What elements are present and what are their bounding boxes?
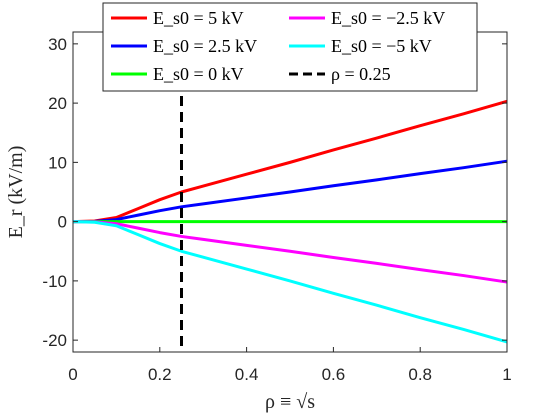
legend-label-3: E_s0 = −5 kV — [331, 36, 432, 56]
y-axis-label: E_r (kV/m) — [5, 146, 27, 239]
y-tick-label: 10 — [48, 153, 67, 172]
y-tick-label: 20 — [48, 94, 67, 113]
series-line-0 — [72, 99, 508, 224]
series-line-1 — [72, 159, 508, 224]
x-tick-label: 0.6 — [322, 365, 346, 384]
x-tick-label: 0 — [68, 365, 77, 384]
series-line-4 — [72, 220, 508, 344]
y-tick-label: -10 — [42, 272, 67, 291]
series-line-3 — [72, 220, 508, 284]
x-tick-label: 0.2 — [148, 365, 172, 384]
y-tick-label: 30 — [48, 35, 67, 54]
x-tick-label: 0.4 — [235, 365, 259, 384]
legend-label-4: E_s0 = 0 kV — [153, 64, 244, 84]
x-tick-label: 1 — [502, 365, 511, 384]
legend-label-2: E_s0 = 2.5 kV — [153, 36, 257, 56]
legend-label-5: ρ = 0.25 — [331, 64, 391, 84]
y-tick-label: 0 — [58, 213, 67, 232]
axes: 0 0.2 0.4 0.6 0.8 1 -20 -10 0 10 20 30 ρ ≡ √s E_r (kV… — [5, 31, 512, 413]
legend: E_s0 = 5 kV E_s0 = −2.5 kV E_s0 = 2.5 kV E_… — [102, 2, 478, 92]
legend-label-0: E_s0 = 5 kV — [153, 8, 244, 28]
x-axis-label: ρ ≡ √s — [265, 391, 315, 413]
x-tick-label: 0.8 — [408, 365, 432, 384]
y-tick-label: -20 — [42, 331, 67, 350]
legend-label-1: E_s0 = −2.5 kV — [331, 8, 445, 28]
